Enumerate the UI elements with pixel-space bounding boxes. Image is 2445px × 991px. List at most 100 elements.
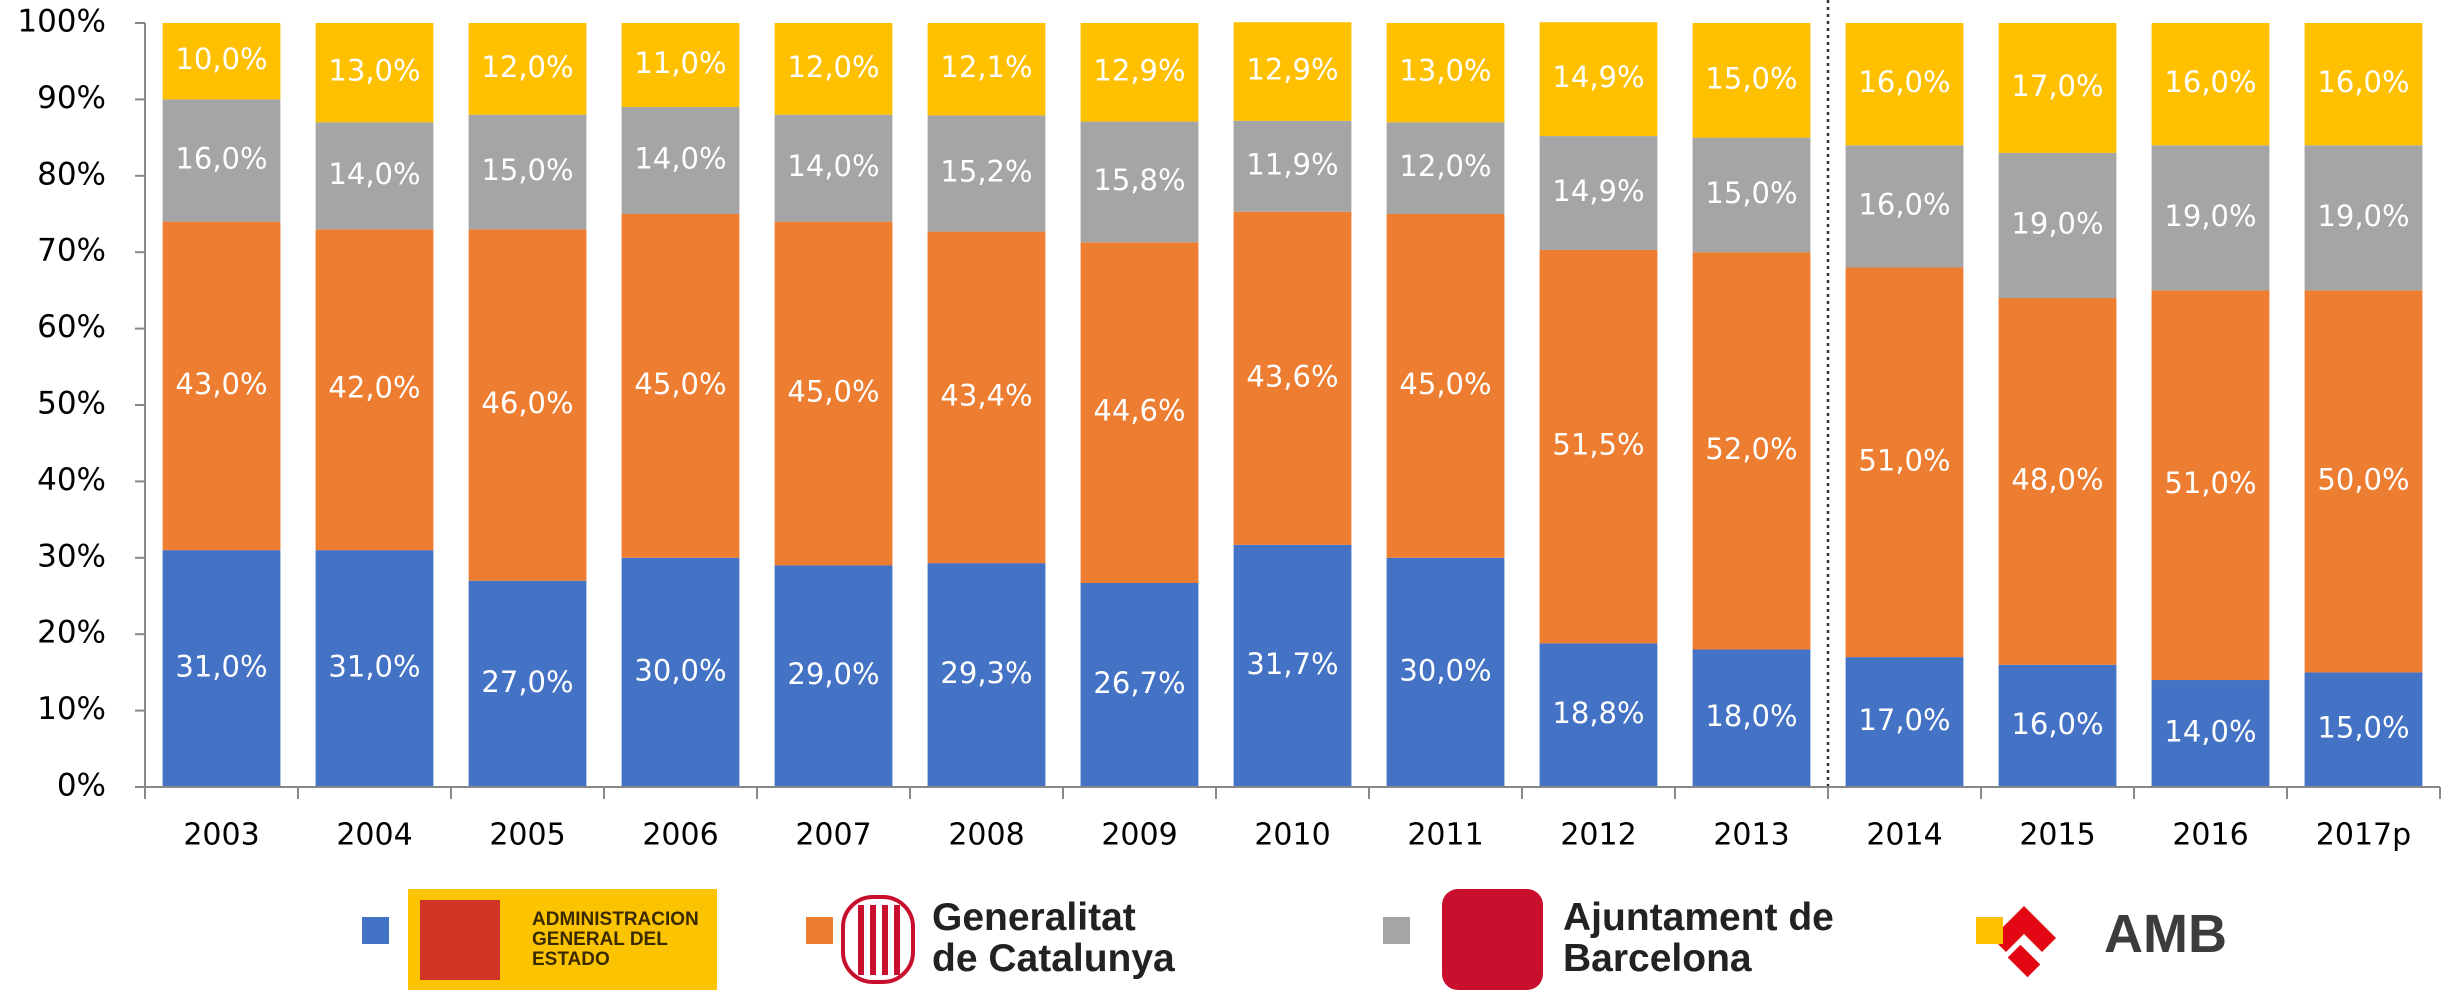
bar-segment <box>927 563 1046 787</box>
data-label: 16,0% <box>2011 707 2103 741</box>
data-label: 15,8% <box>1093 163 1185 197</box>
bar-segment <box>1386 23 1505 123</box>
data-label: 15,0% <box>1705 61 1797 95</box>
bar-segment <box>1539 136 1658 250</box>
data-label: 48,0% <box>2011 462 2103 496</box>
data-label: 44,6% <box>1093 394 1185 428</box>
data-label: 26,7% <box>1093 666 1185 700</box>
y-tick-label: 50% <box>37 386 106 422</box>
data-label: 30,0% <box>1399 653 1491 687</box>
bar-segment <box>1539 22 1658 137</box>
data-label: 17,0% <box>2011 69 2103 103</box>
data-label: 13,0% <box>1399 54 1491 88</box>
legend-entry: Ajuntament de Barcelona <box>1563 898 1834 980</box>
bar-segment <box>162 99 281 222</box>
data-label: 19,0% <box>2164 199 2256 233</box>
data-label: 13,0% <box>328 54 420 88</box>
legend-swatch <box>362 917 389 944</box>
data-label: 27,0% <box>481 665 573 699</box>
data-label: 52,0% <box>1705 432 1797 466</box>
bar-segment <box>1998 152 2117 299</box>
bar-segment <box>1080 121 1199 243</box>
bar-segment <box>1845 267 1964 658</box>
x-tick-label: 2017p <box>2316 818 2411 853</box>
bar-segment <box>621 214 740 558</box>
data-label: 46,0% <box>481 386 573 420</box>
bar-segment <box>927 231 1046 564</box>
bar-segment <box>1080 242 1199 584</box>
data-label: 42,0% <box>328 371 420 405</box>
bar-segment <box>1386 557 1505 787</box>
bar-segment <box>1998 298 2117 665</box>
bar-segment <box>2304 23 2423 146</box>
data-label: 50,0% <box>2317 462 2409 496</box>
bar-segment <box>1692 23 1811 138</box>
bar-segment <box>774 23 893 115</box>
legend-swatch <box>1383 917 1410 944</box>
data-label: 14,9% <box>1552 60 1644 94</box>
y-tick-label: 40% <box>37 462 106 498</box>
bar-segment <box>1539 643 1658 787</box>
amb-logo <box>1992 906 2056 952</box>
legend-entry: AMB <box>2104 906 2227 962</box>
bar-segment <box>2151 145 2270 291</box>
bar-segment <box>1692 252 1811 650</box>
data-label: 15,0% <box>2317 711 2409 745</box>
x-tick-label: 2007 <box>795 818 871 853</box>
data-label: 12,0% <box>787 50 879 84</box>
y-tick-label: 70% <box>37 233 106 269</box>
legend-swatch <box>1976 917 2003 944</box>
legend-label: Generalitat de Catalunya <box>932 898 1175 980</box>
data-label: 14,0% <box>787 149 879 183</box>
x-tick-label: 2015 <box>2019 818 2095 853</box>
bar-segment <box>621 557 740 787</box>
bar-segment <box>927 23 1046 116</box>
legend-label: ADMINISTRACIÓN GENERAL DEL ESTADO <box>532 910 699 970</box>
bar-segment <box>162 221 281 551</box>
data-label: 12,1% <box>940 50 1032 84</box>
bar-segment <box>774 565 893 787</box>
data-label: 31,7% <box>1246 647 1338 681</box>
bar-segment <box>1233 544 1352 787</box>
y-tick-label: 100% <box>17 4 106 40</box>
x-tick-label: 2005 <box>489 818 565 853</box>
bar-segment <box>774 114 893 222</box>
bar-segment <box>1080 583 1199 787</box>
bar-segment <box>468 580 587 787</box>
x-tick-label: 2006 <box>642 818 718 853</box>
data-label: 11,0% <box>634 46 726 80</box>
bar-segment <box>2304 145 2423 291</box>
data-label: 14,9% <box>1552 174 1644 208</box>
data-label: 18,0% <box>1705 699 1797 733</box>
bar-segment <box>1845 23 1964 146</box>
bar-segment <box>1539 249 1658 644</box>
bar-segment <box>2304 290 2423 673</box>
y-tick-label: 80% <box>37 156 106 192</box>
data-label: 16,0% <box>1858 65 1950 99</box>
ajuntament-logo <box>1442 889 1543 990</box>
data-label: 17,0% <box>1858 703 1950 737</box>
legend-label: Ajuntament de Barcelona <box>1563 898 1834 980</box>
x-tick-label: 2013 <box>1713 818 1789 853</box>
data-label: 18,8% <box>1552 696 1644 730</box>
bar-segment <box>315 122 434 230</box>
data-label: 14,0% <box>328 157 420 191</box>
legend-swatch <box>806 917 833 944</box>
bar-segment <box>1998 23 2117 153</box>
bar-segment <box>774 221 893 566</box>
data-label: 15,0% <box>1705 176 1797 210</box>
y-tick-label: 90% <box>37 80 106 116</box>
data-label: 14,0% <box>2164 715 2256 749</box>
legend-entry: Generalitat de Catalunya <box>932 898 1175 980</box>
bar-segment <box>1386 214 1505 558</box>
data-label: 19,0% <box>2011 206 2103 240</box>
data-label: 31,0% <box>175 650 267 684</box>
x-tick-label: 2010 <box>1254 818 1330 853</box>
data-label: 15,0% <box>481 153 573 187</box>
x-tick-label: 2011 <box>1407 818 1483 853</box>
y-tick-label: 60% <box>37 309 106 345</box>
x-tick-label: 2008 <box>948 818 1024 853</box>
bar-segment <box>1386 122 1505 214</box>
data-label: 14,0% <box>634 142 726 176</box>
